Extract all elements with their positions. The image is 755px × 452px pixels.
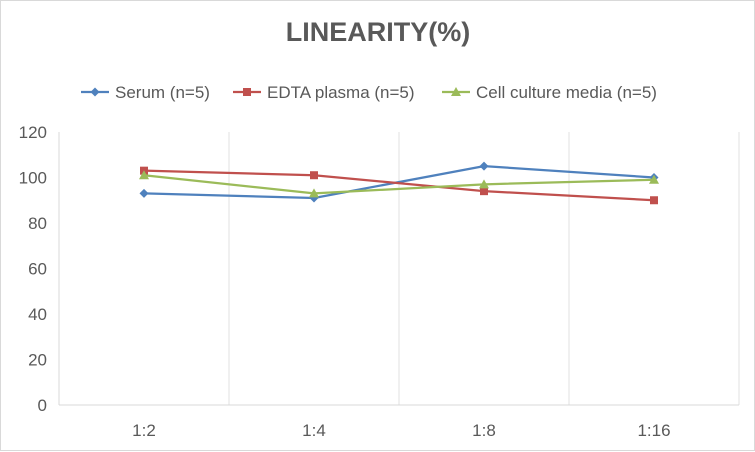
- x-tick-label: 1:16: [637, 421, 670, 440]
- data-point: [139, 170, 149, 180]
- axes: 0 20 40 60 80 100 120 1:2 1:4 1:8 1:16: [19, 123, 739, 440]
- y-tick-label: 60: [28, 260, 47, 279]
- x-tick-label: 1:4: [302, 421, 326, 440]
- chart-title: LINEARITY(%): [286, 17, 471, 47]
- legend-label: Serum (n=5): [115, 83, 210, 102]
- y-tick-label: 120: [19, 123, 47, 142]
- x-tick-label: 1:2: [132, 421, 156, 440]
- x-tick-label: 1:8: [472, 421, 496, 440]
- y-tick-label: 80: [28, 214, 47, 233]
- series-group: [139, 161, 659, 205]
- legend-label: Cell culture media (n=5): [476, 83, 657, 102]
- data-point: [649, 174, 659, 184]
- y-tick-label: 40: [28, 305, 47, 324]
- data-point: [650, 196, 658, 205]
- y-tick-label: 100: [19, 169, 47, 188]
- y-tick-label: 0: [38, 396, 47, 415]
- series-line: [143, 174, 655, 195]
- gridlines: [228, 132, 740, 405]
- legend: Serum (n=5) EDTA plasma (n=5) Cell culture…: [81, 83, 657, 102]
- legend-marker: [451, 87, 461, 96]
- data-point: [310, 171, 318, 180]
- data-point: [479, 161, 489, 171]
- data-point: [309, 188, 319, 198]
- legend-label: EDTA plasma (n=5): [267, 83, 415, 102]
- data-point: [480, 187, 488, 196]
- legend-marker: [243, 88, 251, 96]
- series-line: [143, 169, 655, 202]
- series-line: [143, 165, 655, 200]
- data-point: [139, 188, 149, 198]
- data-point: [479, 179, 489, 189]
- y-tick-label: 20: [28, 351, 47, 370]
- legend-marker: [90, 87, 100, 97]
